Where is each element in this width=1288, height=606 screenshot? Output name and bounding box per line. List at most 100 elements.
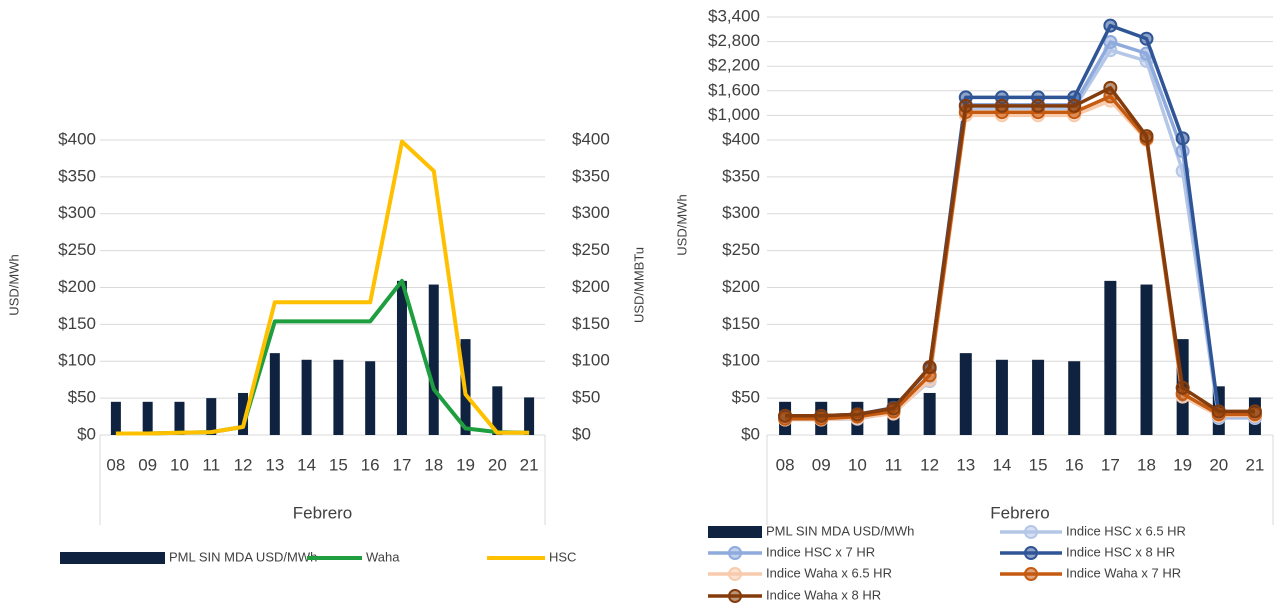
x-tick-label: 13 [956, 455, 975, 474]
bar [1104, 280, 1117, 435]
legend-marker [1024, 567, 1038, 581]
bar [492, 386, 503, 435]
marker [1103, 35, 1118, 50]
y-tick-label: $0 [741, 424, 760, 443]
x-tick-label: 08 [776, 455, 795, 474]
x-tick-label: 20 [1209, 455, 1228, 474]
bar [524, 397, 535, 435]
marker [814, 408, 829, 423]
marker [1211, 404, 1226, 419]
x-tick-label: 09 [138, 455, 157, 474]
y-axis-title: USD/MWh [6, 254, 21, 315]
x-tick-label: 17 [393, 455, 412, 474]
legend-marker [728, 589, 742, 603]
y-tick-label: $2,800 [708, 31, 760, 50]
marker [778, 408, 793, 423]
marker [994, 98, 1009, 113]
bar [1032, 359, 1045, 435]
y-tick-label: $150 [58, 314, 96, 333]
marker [850, 407, 865, 422]
x-tick-label: 18 [424, 455, 443, 474]
y-tick-label: $250 [722, 240, 760, 259]
y-tick-label: $350 [722, 166, 760, 185]
marker [922, 360, 937, 375]
x-tick-label: 09 [812, 455, 831, 474]
marker [1175, 131, 1190, 146]
marker [1103, 18, 1118, 33]
legend-marker [728, 546, 742, 560]
bar [1140, 284, 1153, 435]
y-tick-label: $350 [58, 166, 96, 185]
legend-label: HSC [549, 549, 576, 564]
y-tick-label: $200 [722, 277, 760, 296]
y-tick-label: $100 [722, 351, 760, 370]
marker [958, 98, 973, 113]
bar [269, 353, 280, 435]
bar [333, 359, 344, 435]
y-tick-label: $250 [572, 240, 610, 259]
x-tick-label: 13 [265, 455, 284, 474]
x-tick-label: 18 [1137, 455, 1156, 474]
y-tick-label: $300 [722, 203, 760, 222]
x-tick-label: 17 [1101, 455, 1120, 474]
x-tick-label: 15 [329, 455, 348, 474]
x-tick-label: 10 [848, 455, 867, 474]
bar [174, 401, 185, 435]
x-tick-label: 14 [297, 455, 316, 474]
bar [396, 280, 407, 435]
legend-label: Indice HSC x 7 HR [766, 544, 875, 559]
y-tick-label: $400 [722, 129, 760, 148]
y-tick-label: $250 [58, 240, 96, 259]
bar [365, 361, 376, 435]
y-tick-label: $400 [572, 129, 610, 148]
legend-label: PML SIN MDA USD/MWh [169, 549, 317, 564]
bar [238, 392, 249, 435]
y-tick-label: $300 [572, 203, 610, 222]
legend-marker [1024, 546, 1038, 560]
bar [995, 359, 1008, 435]
y-tick-label: $50 [68, 388, 96, 407]
y-tick-label: $1,000 [708, 105, 760, 124]
bar [1068, 361, 1081, 435]
marker [1103, 80, 1118, 95]
marker [1139, 31, 1154, 46]
legend-label: Waha [366, 549, 400, 564]
y-tick-label: $0 [572, 424, 591, 443]
x-tick-label: 19 [456, 455, 475, 474]
y-tick-label: $100 [572, 351, 610, 370]
legend-label: Indice HSC x 8 HR [1066, 544, 1175, 559]
y-tick-label: $150 [572, 314, 610, 333]
y-tick-label: $100 [58, 351, 96, 370]
x-tick-label: 12 [920, 455, 939, 474]
x-tick-label: 19 [1173, 455, 1192, 474]
marker [1031, 98, 1046, 113]
x-tick-label: 11 [885, 455, 903, 474]
marker [1067, 98, 1082, 113]
bar [142, 401, 153, 435]
x-tick-label: 16 [361, 455, 380, 474]
marker [886, 401, 901, 416]
legend-label: Indice HSC x 6.5 HR [1066, 523, 1186, 538]
bar [110, 401, 121, 435]
bar [301, 359, 312, 435]
bar [206, 398, 217, 435]
y-tick-label: $50 [732, 388, 760, 407]
y-tick-label: $350 [572, 166, 610, 185]
legend-marker [728, 567, 742, 581]
y-tick-label: $200 [572, 277, 610, 296]
y-tick-label: $50 [572, 388, 600, 407]
y-tick-label: $0 [77, 424, 96, 443]
y-tick-label: $400 [58, 129, 96, 148]
x-tick-label: 14 [992, 455, 1011, 474]
x-tick-label: 21 [520, 455, 539, 474]
x-tick-label: 20 [488, 455, 507, 474]
y-tick-label: $2,200 [708, 56, 760, 75]
legend-marker [1024, 525, 1038, 539]
legend-label: Indice Waha x 6.5 HR [766, 565, 892, 580]
x-tick-label: 10 [170, 455, 189, 474]
marker [1247, 404, 1262, 419]
marker [1175, 380, 1190, 395]
legend-swatch [708, 526, 762, 538]
x-axis-title: Febrero [990, 503, 1050, 522]
